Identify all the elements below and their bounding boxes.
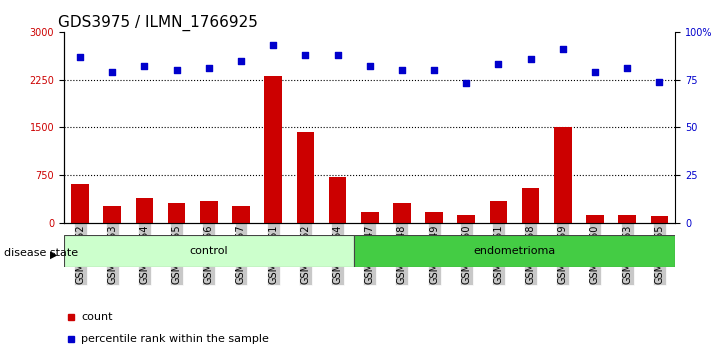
Point [107, 69, 118, 75]
Point [461, 81, 472, 86]
Point [653, 79, 665, 84]
Point [364, 63, 375, 69]
Bar [264, 76, 282, 223]
Point [332, 52, 343, 58]
Bar [103, 206, 121, 223]
Point [621, 65, 633, 71]
Bar [296, 132, 314, 223]
Text: percentile rank within the sample: percentile rank within the sample [81, 334, 269, 344]
Bar [554, 127, 572, 223]
Bar [586, 215, 604, 223]
Text: control: control [190, 246, 228, 256]
Text: disease state: disease state [4, 248, 77, 258]
Text: GDS3975 / ILMN_1766925: GDS3975 / ILMN_1766925 [58, 14, 258, 30]
Bar [232, 206, 250, 223]
Bar [71, 183, 89, 223]
Bar [457, 215, 475, 223]
Text: count: count [81, 312, 112, 322]
Bar [393, 202, 411, 223]
Point [203, 65, 215, 71]
Bar [651, 216, 668, 223]
Bar [353, 235, 675, 267]
Bar [619, 215, 636, 223]
Point [525, 56, 536, 62]
Bar [361, 212, 378, 223]
Point [299, 52, 311, 58]
Point [75, 54, 86, 59]
Point [171, 67, 182, 73]
Point [396, 67, 407, 73]
Bar [490, 201, 507, 223]
Point [493, 62, 504, 67]
Point [589, 69, 601, 75]
Point [557, 46, 569, 52]
Text: endometrioma: endometrioma [474, 246, 556, 256]
Bar [425, 212, 443, 223]
Text: ▶: ▶ [50, 250, 58, 260]
Bar [328, 177, 346, 223]
Point [429, 67, 440, 73]
Bar [522, 188, 540, 223]
Bar [168, 202, 186, 223]
Point [139, 63, 150, 69]
Point [267, 42, 279, 48]
Bar [136, 198, 154, 223]
Point [235, 58, 247, 63]
Bar [200, 201, 218, 223]
Bar [64, 235, 353, 267]
